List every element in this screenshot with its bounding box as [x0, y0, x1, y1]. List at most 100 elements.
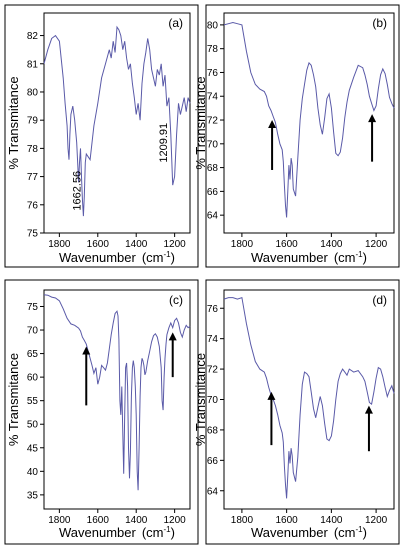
y-tick-label: 78: [27, 144, 39, 155]
spectrum-panel-4: 64 66 68 70 72 74 76 1800 1600 1400 1200 (d) Wavenum…: [193, 279, 400, 545]
x-axis-unit-exponent: -1: [356, 525, 364, 534]
y-tick-label: 74: [207, 92, 219, 103]
arrow-indicator: [168, 332, 177, 378]
x-tick-label: 1400: [125, 515, 148, 526]
x-tick-label: 1800: [48, 239, 71, 250]
arrow-indicator: [268, 120, 277, 170]
y-tick-label: 76: [207, 304, 219, 315]
panel-label: (c): [169, 293, 183, 307]
x-axis-unit-exponent: -1: [164, 250, 172, 259]
x-axis-unit: (cm: [334, 250, 356, 265]
y-axis-label: % Transmitance: [193, 353, 208, 446]
x-axis-unit-close: ): [171, 250, 175, 265]
x-axis-unit-close: ): [171, 525, 175, 540]
panel-border: [205, 4, 400, 268]
x-axis-unit: (cm: [142, 250, 164, 265]
x-tick-label: 1600: [276, 239, 299, 250]
y-tick-label: 35: [27, 490, 39, 501]
y-axis-label: % Transmitance: [6, 353, 21, 446]
arrow-indicator: [368, 114, 377, 162]
y-tick-label: 81: [27, 59, 39, 70]
x-axis-unit-exponent: -1: [356, 250, 364, 259]
y-axis-label: % Transmitance: [6, 76, 21, 169]
x-tick-label: 1800: [231, 239, 254, 250]
y-tick-label: 40: [27, 467, 39, 478]
x-tick-label: 1400: [320, 515, 343, 526]
spectrum-line: [223, 21, 395, 218]
y-tick-label: 70: [207, 139, 219, 150]
y-tick-label: 68: [207, 425, 219, 436]
y-tick-label: 76: [207, 68, 219, 79]
x-axis-unit: (cm: [334, 525, 356, 540]
peak-annotation: 1662.56: [72, 171, 84, 211]
peak-annotation: 1209.91: [158, 123, 170, 163]
y-axis-label: % Transmitance: [193, 76, 208, 169]
x-tick-label: 1200: [365, 515, 388, 526]
y-tick-label: 75: [27, 229, 39, 240]
x-axis-label-text: Wavenumber: [59, 525, 136, 540]
y-tick-label: 60: [27, 373, 39, 384]
arrow-indicator: [364, 405, 373, 452]
x-axis-unit: (cm: [142, 525, 164, 540]
y-tick-label: 76: [27, 200, 39, 211]
x-axis-unit-close: ): [363, 525, 367, 540]
x-tick-label: 1600: [276, 515, 299, 526]
y-tick-label: 77: [27, 172, 39, 183]
panel-border: [4, 279, 199, 545]
x-axis-unit-close: ): [363, 250, 367, 265]
y-tick-label: 66: [207, 456, 219, 467]
spectrum-panel-2: 64 66 68 70 72 74 76 78 80 1800 1600 1400 1200 (b) Wav…: [193, 4, 400, 268]
spectrum-line: [43, 25, 191, 217]
plot-area: [43, 12, 191, 234]
y-tick-label: 68: [207, 163, 219, 174]
spectrum-panel-3: 35 40 45 50 55 60 65 70 75 1800 1600 1400 1200 (c) Wav…: [4, 279, 199, 545]
x-tick-label: 1400: [125, 239, 148, 250]
panel-label: (a): [168, 16, 183, 30]
plot-area: [43, 289, 191, 510]
x-tick-label: 1800: [231, 515, 254, 526]
panel-label: (b): [372, 16, 387, 30]
x-axis-label-text: Wavenumber: [251, 250, 328, 265]
x-axis-label-text: Wavenumber: [251, 525, 328, 540]
panel-border: [4, 4, 199, 268]
y-tick-label: 64: [207, 486, 219, 497]
y-tick-label: 70: [207, 395, 219, 406]
y-tick-label: 70: [27, 326, 39, 337]
x-axis-unit-exponent: -1: [164, 525, 172, 534]
x-axis-label: Wavenumber (cm-1): [251, 525, 367, 540]
x-tick-label: 1200: [164, 239, 187, 250]
y-tick-label: 78: [207, 44, 219, 55]
y-tick-label: 80: [27, 87, 39, 98]
arrow-indicator: [267, 391, 276, 446]
panel-label: (d): [372, 293, 387, 307]
x-tick-label: 1800: [48, 515, 71, 526]
y-tick-label: 65: [27, 349, 39, 360]
x-axis-label-text: Wavenumber: [59, 250, 136, 265]
y-tick-label: 72: [207, 365, 219, 376]
y-tick-label: 80: [207, 20, 219, 31]
x-axis-label: Wavenumber (cm-1): [59, 250, 175, 265]
y-tick-label: 74: [207, 334, 219, 345]
x-tick-label: 1200: [164, 515, 187, 526]
y-tick-label: 45: [27, 443, 39, 454]
y-tick-label: 72: [207, 116, 219, 127]
plot-area: [223, 12, 395, 234]
x-tick-label: 1400: [320, 239, 343, 250]
spectrum-line: [43, 294, 191, 491]
spectrum-panel-1: 75 76 77 78 79 80 81 82 1800 1600 1400 1200 (a) Waven…: [4, 4, 199, 268]
y-tick-label: 55: [27, 396, 39, 407]
x-tick-label: 1600: [87, 239, 110, 250]
spectrum-line: [223, 296, 395, 499]
x-axis-label: Wavenumber (cm-1): [59, 525, 175, 540]
y-tick-label: 66: [207, 187, 219, 198]
y-tick-label: 50: [27, 420, 39, 431]
arrow-indicator: [82, 346, 91, 406]
y-tick-label: 82: [27, 31, 39, 42]
x-axis-label: Wavenumber (cm-1): [251, 250, 367, 265]
y-tick-label: 79: [27, 116, 39, 127]
x-tick-label: 1600: [87, 515, 110, 526]
y-tick-label: 75: [27, 302, 39, 313]
y-tick-label: 64: [207, 211, 219, 222]
x-tick-label: 1200: [365, 239, 388, 250]
